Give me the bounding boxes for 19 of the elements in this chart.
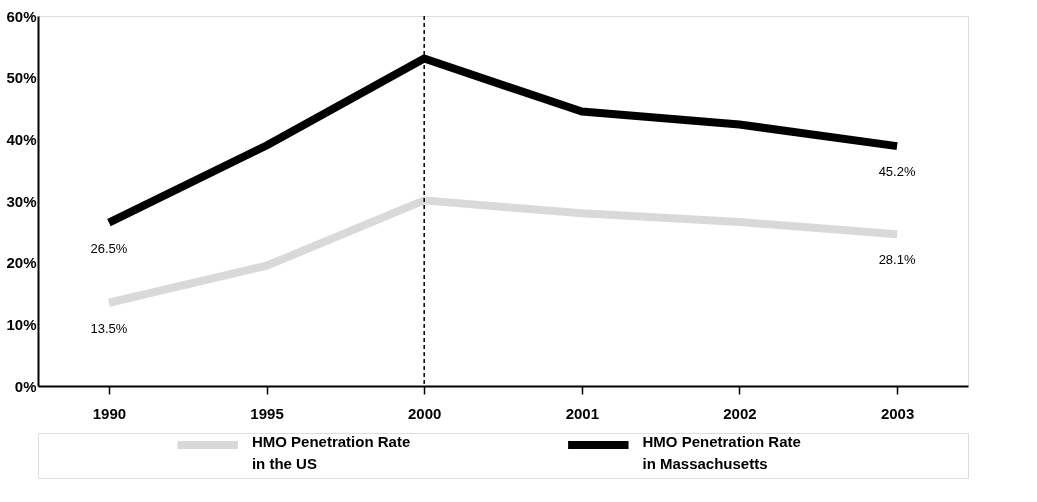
y-tick-label: 10% <box>6 315 37 333</box>
data-label: 13.5% <box>90 320 128 336</box>
x-tick-label: 1995 <box>250 404 284 422</box>
legend-label: HMO Penetration Rate in Massachusetts <box>642 433 801 472</box>
annotation: 45.2% <box>878 164 916 180</box>
x-tick-label: 2003 <box>880 404 915 422</box>
x-tick-label: 2001 <box>565 404 599 422</box>
x-tick-label: 1990 <box>92 404 127 422</box>
y-tick-label: 40% <box>6 130 37 148</box>
x-tick-label: 2002 <box>723 404 757 422</box>
data-label: 26.5% <box>90 240 128 256</box>
y-tick-label: 50% <box>6 69 37 87</box>
y-tick-label: 20% <box>6 254 37 272</box>
y-tick-label: 30% <box>6 192 37 210</box>
y-tick-label: 0% <box>14 377 37 395</box>
y-tick-label: 60% <box>6 7 37 25</box>
annotation: 28.1% <box>878 252 916 268</box>
legend-label: HMO Penetration Rate in the US <box>251 433 411 472</box>
x-tick-label: 2000 <box>408 404 442 422</box>
